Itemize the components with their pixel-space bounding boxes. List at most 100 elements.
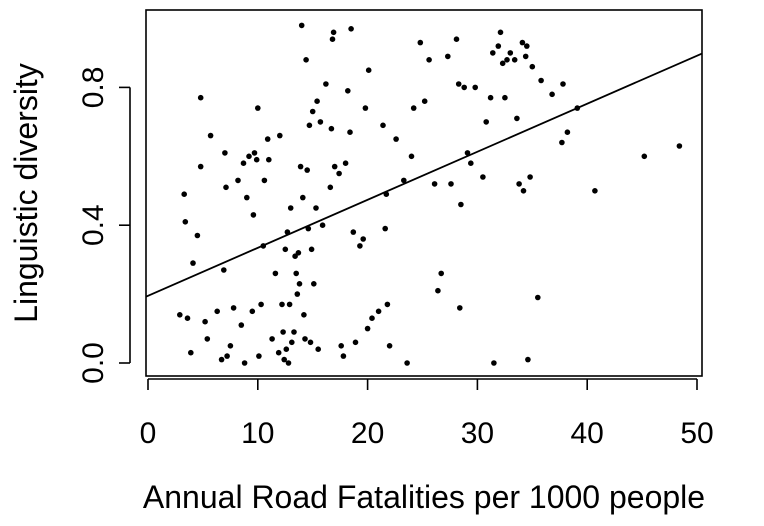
- data-point: [347, 129, 353, 135]
- data-point: [514, 115, 520, 122]
- data-point: [308, 246, 315, 253]
- data-point: [291, 329, 297, 335]
- data-point: [197, 94, 204, 101]
- data-point: [282, 246, 289, 253]
- data-point: [468, 160, 474, 166]
- data-point: [490, 50, 496, 56]
- data-point: [520, 188, 527, 194]
- data-point: [507, 50, 514, 56]
- data-point: [404, 360, 410, 366]
- data-point: [435, 287, 441, 294]
- data-point: [408, 153, 415, 160]
- x-axis: 0 10 20 30 40 50: [140, 378, 714, 450]
- data-point: [313, 205, 319, 211]
- data-point: [535, 294, 541, 301]
- data-point: [491, 360, 497, 366]
- data-point: [331, 163, 338, 170]
- data-point: [350, 229, 357, 235]
- data-point: [431, 181, 438, 187]
- data-point: [254, 105, 261, 111]
- data-point: [222, 150, 228, 156]
- data-point: [345, 88, 351, 94]
- data-point: [527, 174, 533, 180]
- data-point: [328, 125, 335, 132]
- data-point: [360, 236, 367, 242]
- data-point: [286, 301, 293, 308]
- data-point: [330, 29, 337, 36]
- data-point: [244, 194, 250, 201]
- data-point: [294, 291, 301, 297]
- data-point: [287, 205, 294, 211]
- data-point: [303, 57, 309, 63]
- data-point: [483, 119, 490, 125]
- data-point: [289, 339, 295, 346]
- data-point: [495, 43, 502, 49]
- data-point: [524, 43, 530, 49]
- data-point: [676, 143, 683, 149]
- data-point: [453, 36, 460, 42]
- data-point: [207, 132, 214, 139]
- data-point: [560, 81, 566, 87]
- data-point: [227, 343, 234, 349]
- data-point: [256, 353, 262, 359]
- data-point: [386, 343, 393, 349]
- data-point: [204, 336, 211, 342]
- data-point: [264, 136, 271, 142]
- data-point: [421, 98, 428, 104]
- data-point: [241, 360, 248, 366]
- data-point: [304, 167, 311, 173]
- data-point: [182, 219, 189, 225]
- data-point: [194, 232, 201, 239]
- data-point: [448, 181, 454, 187]
- x-tick-label: 50: [680, 417, 713, 450]
- data-point: [417, 39, 424, 46]
- data-point: [480, 174, 486, 180]
- data-point: [461, 84, 468, 91]
- data-point: [338, 343, 345, 349]
- data-point: [445, 53, 451, 60]
- data-point: [499, 60, 506, 67]
- data-point: [283, 346, 290, 353]
- data-point: [574, 105, 581, 111]
- data-point: [311, 281, 317, 287]
- data-point: [382, 225, 389, 232]
- data-point: [457, 305, 463, 311]
- data-point: [529, 63, 536, 70]
- data-point: [393, 136, 399, 142]
- data-point: [340, 353, 347, 359]
- data-point: [297, 163, 304, 170]
- data-point: [516, 181, 522, 187]
- data-point: [181, 191, 187, 197]
- y-axis: 0.0 0.4 0.8: [77, 67, 131, 384]
- data-point: [272, 270, 279, 277]
- data-point: [177, 312, 183, 318]
- data-point: [380, 122, 386, 129]
- data-point: [549, 91, 555, 98]
- x-tick-label: 40: [571, 417, 604, 450]
- data-point: [285, 360, 292, 366]
- data-point: [329, 36, 336, 42]
- plot-frame: [145, 9, 703, 377]
- data-point: [184, 315, 191, 322]
- data-point: [235, 177, 241, 184]
- data-point: [280, 329, 286, 335]
- data-point: [251, 150, 258, 156]
- data-point: [375, 308, 382, 315]
- data-point: [323, 81, 329, 87]
- data-point: [306, 122, 313, 129]
- data-point: [502, 94, 508, 101]
- data-point: [357, 243, 363, 249]
- data-point: [221, 267, 227, 273]
- data-point: [284, 229, 291, 235]
- data-point: [348, 26, 354, 32]
- data-point: [253, 156, 260, 163]
- data-point: [260, 243, 267, 249]
- data-point: [504, 57, 510, 63]
- y-axis-label: Linguistic diversity: [8, 63, 44, 323]
- data-point: [342, 160, 349, 166]
- data-point: [249, 308, 256, 315]
- data-point: [258, 301, 264, 308]
- data-point: [455, 81, 462, 87]
- data-point: [362, 105, 369, 111]
- data-point: [190, 260, 196, 266]
